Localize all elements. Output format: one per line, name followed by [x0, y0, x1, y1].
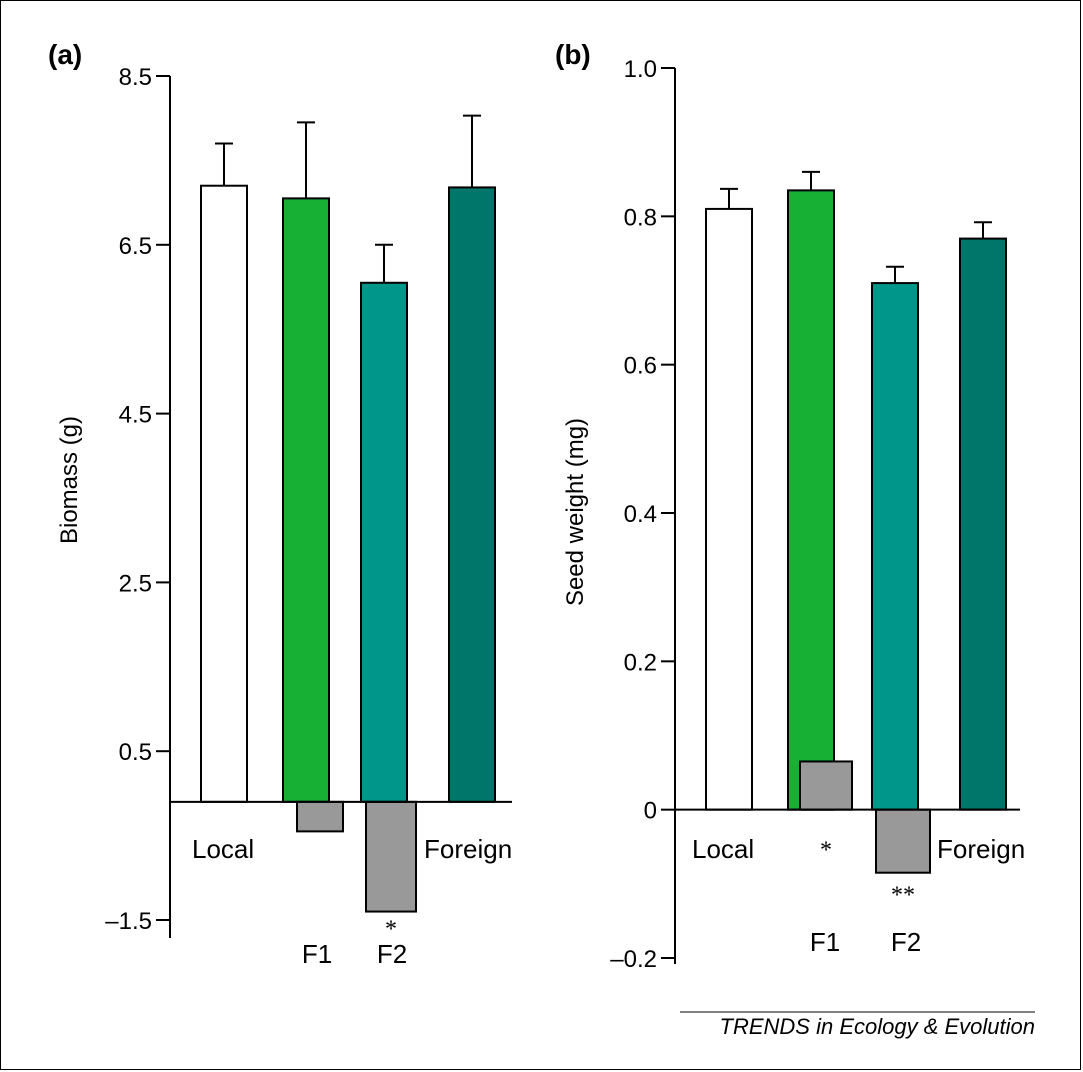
panel-label-a: (a) [48, 39, 82, 70]
significance-f2: ** [891, 883, 915, 909]
category-label-f2: F2 [891, 927, 921, 957]
category-label-foreign: Foreign [937, 834, 1025, 864]
bar-foreign [448, 186, 496, 803]
significance-f2: * [385, 917, 397, 943]
deviation-bar-f2 [365, 800, 417, 913]
deviation-bar-f1 [799, 760, 853, 811]
bar-f2 [871, 282, 919, 811]
y-tick-label-b: 0 [644, 798, 657, 825]
category-label-f1: F1 [810, 927, 840, 957]
bar-f2 [360, 281, 408, 803]
y-tick-label-a: –1.5 [105, 908, 152, 935]
y-axis-title-b: Seed weight (mg) [562, 418, 589, 606]
category-label-f2: F2 [377, 939, 407, 969]
category-label-foreign: Foreign [424, 834, 512, 864]
deviation-bar-f1 [296, 800, 344, 833]
y-tick-label-b: 0.4 [624, 501, 657, 528]
y-axis-title-a: Biomass (g) [56, 416, 83, 544]
y-tick-label-a: 2.5 [119, 570, 152, 597]
y-tick-label-a: 4.5 [119, 402, 152, 429]
y-tick-label-b: 0.6 [624, 353, 657, 380]
y-tick-label-a: 8.5 [119, 64, 152, 91]
category-label-local: Local [692, 834, 754, 864]
significance-f1: * [820, 838, 832, 864]
y-tick-label-b: –0.2 [610, 946, 657, 973]
category-label-local: Local [192, 834, 254, 864]
category-label-f1: F1 [302, 939, 332, 969]
credit-text: TRENDS in Ecology & Evolution [720, 1014, 1035, 1039]
bar-f1 [282, 197, 330, 803]
bar-f1 [787, 189, 835, 811]
y-tick-label-b: 0.2 [624, 649, 657, 676]
panel-label-b: (b) [555, 39, 591, 70]
y-tick-label-b: 0.8 [624, 204, 657, 231]
panel-a: –1.5 0.5 2.5 4.5 6.5 8.5 * Local Foreign F1 F2 [105, 64, 512, 969]
y-tick-label-a: 6.5 [119, 233, 152, 260]
bar-local [200, 184, 248, 803]
deviation-bar-f2 [875, 808, 931, 874]
y-tick-label-b: 1.0 [624, 56, 657, 83]
y-tick-label-a: 0.5 [119, 739, 152, 766]
bar-foreign [959, 237, 1007, 811]
bar-local [705, 207, 753, 811]
